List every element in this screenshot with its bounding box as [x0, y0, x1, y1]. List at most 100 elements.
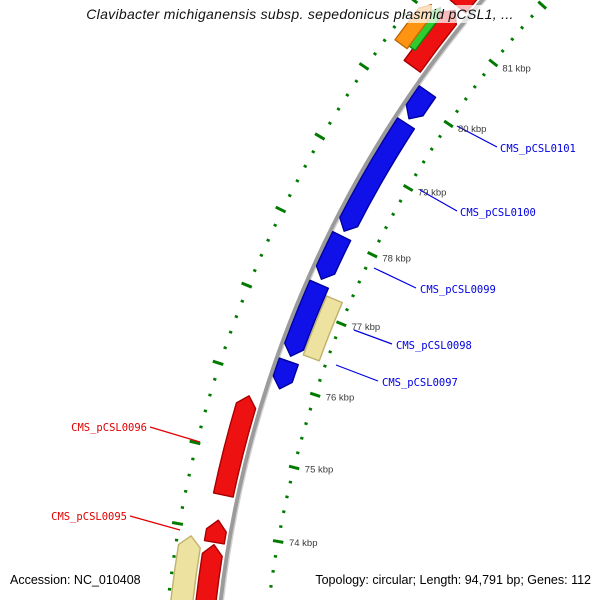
- gene-arrow-gene-bottom-red[interactable]: [194, 543, 223, 600]
- topology-summary-text: Topology: circular; Length: 94,791 bp; G…: [315, 573, 591, 587]
- major-tick-inner: [366, 251, 378, 259]
- backbone-highlight: [222, 0, 487, 600]
- minor-tick-inner: [519, 25, 525, 30]
- minor-tick-outer: [266, 238, 271, 243]
- minor-tick-outer: [252, 268, 257, 273]
- minor-tick-inner: [454, 109, 460, 114]
- callout-line-CMS_pCSL0099: [373, 267, 417, 289]
- minor-tick-outer: [234, 314, 239, 319]
- minor-tick-outer: [180, 505, 185, 510]
- kbp-label-79: 79 kbp: [418, 187, 447, 198]
- minor-tick-inner: [285, 495, 289, 499]
- kbp-label-81: 81 kbp: [502, 63, 531, 74]
- minor-tick-inner: [351, 293, 356, 298]
- minor-tick-inner: [398, 199, 403, 203]
- major-tick-outer: [212, 359, 224, 367]
- minor-tick-inner: [299, 436, 304, 440]
- callout-line-CMS_pCSL0097: [335, 364, 379, 382]
- minor-tick-inner: [363, 266, 368, 271]
- minor-tick-inner: [278, 524, 283, 529]
- gene-arrow-gene-bottom-khaki[interactable]: [169, 535, 201, 600]
- kbp-label-75: 75 kbp: [305, 465, 334, 476]
- major-tick-inner: [309, 391, 321, 398]
- gene-arrow-CMS_pCSL0098[interactable]: [302, 295, 343, 362]
- minor-tick-outer: [402, 11, 407, 16]
- accession-text: Accession: NC_010408: [10, 573, 141, 587]
- gene-label-CMS_pCSL0095[interactable]: CMS_pCSL0095: [51, 511, 127, 523]
- minor-tick-outer: [240, 299, 245, 303]
- minor-tick-inner: [281, 510, 286, 514]
- gene-arrow-CMS_pCSL0099[interactable]: [315, 230, 352, 280]
- gene-label-CMS_pCSL0098[interactable]: CMS_pCSL0098: [396, 340, 472, 352]
- minor-tick-outer: [372, 51, 378, 56]
- minor-tick-inner: [304, 421, 308, 426]
- major-tick-inner: [335, 320, 347, 328]
- minor-tick-outer: [183, 489, 188, 493]
- major-tick-inner: [272, 539, 284, 544]
- gene-label-CMS_pCSL0096[interactable]: CMS_pCSL0096: [71, 422, 147, 434]
- minor-tick-outer: [382, 38, 387, 43]
- backbone-arc: [218, 0, 487, 600]
- callout-line-CMS_pCSL0098: [353, 329, 393, 345]
- minor-tick-outer: [223, 346, 228, 350]
- minor-tick-outer: [174, 538, 179, 542]
- kbp-label-78: 78 kbp: [382, 254, 411, 265]
- minor-tick-inner: [463, 97, 468, 102]
- minor-tick-outer: [259, 253, 264, 258]
- minor-tick-outer: [295, 178, 300, 183]
- gene-arrow-CMS_pCSL0101[interactable]: [405, 85, 437, 120]
- minor-tick-outer: [191, 457, 195, 461]
- gene-arrow-CMS_pCSL0100[interactable]: [339, 117, 416, 232]
- minor-tick-outer: [212, 377, 217, 381]
- minor-tick-inner: [383, 225, 389, 230]
- minor-tick-inner: [500, 48, 505, 53]
- callout-line-CMS_pCSL0101: [456, 125, 498, 148]
- minor-tick-outer: [228, 330, 233, 334]
- callout-line-CMS_pCSL0096: [149, 426, 201, 443]
- minor-tick-outer: [354, 79, 359, 84]
- gene-arrow-CMS_pCSL0096[interactable]: [212, 395, 257, 498]
- major-tick-outer: [275, 205, 287, 214]
- minor-tick-inner: [308, 407, 313, 411]
- gene-arrow-CMS_pCSL0095[interactable]: [203, 519, 227, 545]
- minor-tick-outer: [311, 149, 316, 154]
- minor-tick-inner: [510, 37, 515, 42]
- minor-tick-outer: [327, 121, 332, 126]
- major-tick-inner: [488, 58, 499, 68]
- minor-tick-inner: [288, 480, 293, 484]
- major-tick-outer: [314, 132, 326, 141]
- minor-tick-inner: [357, 280, 362, 284]
- minor-tick-inner: [421, 159, 426, 164]
- minor-tick-inner: [529, 14, 535, 19]
- minor-tick-inner: [437, 134, 443, 139]
- minor-tick-inner: [413, 172, 418, 177]
- major-tick-inner: [288, 464, 300, 471]
- major-tick-inner: [402, 184, 414, 192]
- minor-tick-inner: [317, 378, 322, 383]
- callout-line-CMS_pCSL0100: [419, 189, 458, 212]
- minor-tick-inner: [295, 451, 300, 455]
- major-tick-outer: [411, 0, 419, 5]
- kbp-label-80: 80 kbp: [458, 124, 487, 135]
- gene-label-CMS_pCSL0101[interactable]: CMS_pCSL0101: [500, 143, 576, 155]
- minor-tick-outer: [199, 425, 203, 429]
- minor-tick-inner: [376, 239, 382, 243]
- minor-tick-outer: [203, 409, 208, 413]
- minor-tick-inner: [345, 307, 349, 312]
- callout-line-CMS_pCSL0095: [129, 515, 181, 531]
- gene-label-CMS_pCSL0100[interactable]: CMS_pCSL0100: [460, 207, 536, 219]
- major-tick-outer: [358, 62, 370, 71]
- kbp-label-74: 74 kbp: [289, 538, 318, 549]
- minor-tick-inner: [429, 147, 434, 152]
- minor-tick-inner: [333, 335, 338, 340]
- minor-tick-outer: [336, 107, 341, 112]
- gene-arrow-CMS_pCSL0097[interactable]: [272, 357, 299, 390]
- gene-label-CMS_pCSL0099[interactable]: CMS_pCSL0099: [420, 284, 496, 296]
- minor-tick-outer: [392, 25, 397, 30]
- minor-tick-inner: [472, 84, 477, 89]
- kbp-label-77: 77 kbp: [352, 322, 381, 333]
- gene-arrow-gene-mid-blue[interactable]: [284, 279, 330, 357]
- gene-label-CMS_pCSL0097[interactable]: CMS_pCSL0097: [382, 377, 458, 389]
